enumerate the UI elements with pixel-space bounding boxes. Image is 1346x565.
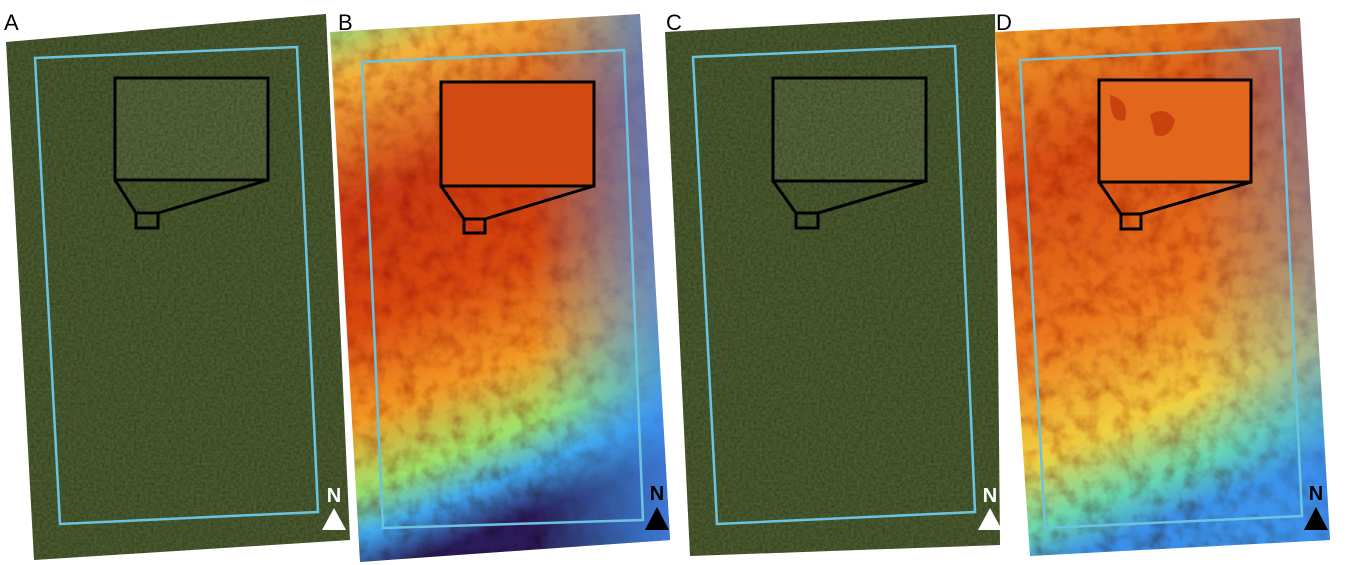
panel-label: D [996,10,1012,35]
inset-image [115,78,268,180]
north-label: N [650,483,664,505]
north-label: N [327,485,341,507]
figure: A N B N C N D N [0,0,1346,565]
panel-label: A [4,10,19,35]
panel-a: A N [4,10,350,560]
panel-b: B N [330,10,670,562]
panel-c: C N [665,10,1002,556]
panel-label: C [666,10,682,35]
north-label: N [983,485,997,507]
north-label: N [1309,483,1323,505]
panel-d: D N [995,10,1330,556]
inset-image [773,78,926,181]
inset-image [441,82,594,186]
panel-label: B [338,10,353,35]
inset-image [1099,80,1251,182]
